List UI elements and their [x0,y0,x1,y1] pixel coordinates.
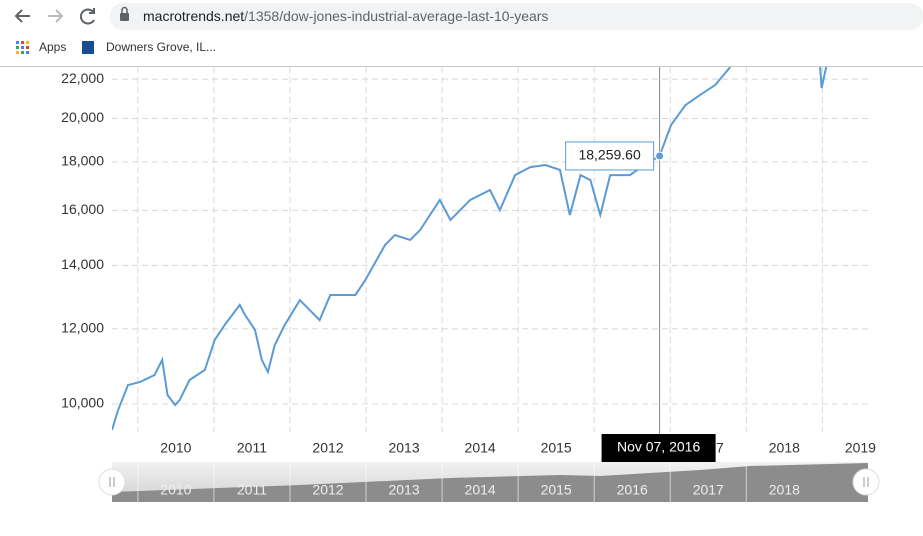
x-tick-label: 2015 [541,440,572,456]
hover-point [655,151,665,161]
y-tick-label: 22,000 [61,70,104,86]
url-path: /1358/dow-jones-industrial-average-last-… [244,8,548,24]
lock-shackle [121,6,128,13]
x-tick-label: 2014 [465,440,496,456]
navigator-handle[interactable] [98,468,126,496]
reload-button[interactable] [80,8,95,25]
navigator-label: 2011 [237,482,267,498]
y-tick-label: 12,000 [61,320,104,336]
navigator-label: 2015 [541,482,572,498]
handle-grip [863,477,869,487]
x-tick-label: 2010 [160,440,191,456]
url-domain: macrotrends.net [143,8,244,24]
bookmark-icon [82,41,94,54]
navigator-area [112,463,868,502]
y-tick-label: 14,000 [61,256,104,272]
url: macrotrends.net/1358/dow-jones-industria… [143,8,548,24]
x-tick-label: 2018 [769,440,800,456]
navigator-label: 2016 [617,482,648,498]
navigator-label: 2013 [388,482,419,498]
tooltip-value: 18,259.60 [578,147,640,163]
bookmark[interactable]: Apps [39,40,66,54]
x-tick-label: 2013 [388,440,419,456]
date-label: Nov 07, 2016 [617,439,700,455]
y-tick-label: 18,000 [61,153,104,169]
navigator-label: 2010 [160,482,191,498]
y-tick-label: 16,000 [61,201,104,217]
apps-icon [16,41,29,54]
y-tick-label: 20,000 [61,109,104,125]
y-tick-label: 10,000 [61,395,104,411]
address-bar[interactable] [110,3,923,30]
navigator-label: 2012 [312,482,343,498]
forward-button[interactable] [48,9,64,23]
tooltip-box [565,141,655,171]
back-button[interactable] [14,9,30,23]
navigator-handle[interactable] [852,468,880,496]
handle-grip [109,477,115,487]
x-tick-label: 2012 [312,440,343,456]
lock-icon [120,13,129,21]
x-tick-label: 2019 [845,440,876,456]
date-label-box [601,434,716,462]
bookmark[interactable]: Downers Grove, IL... [106,40,216,54]
x-tick-label: 2011 [237,440,267,456]
navigator-label: 2018 [769,482,800,498]
navigator-label: 2014 [465,482,496,498]
line-series [112,67,828,431]
chart: 10,000 12,000 14,000 16,000 18,000 20,000 22,0… [61,67,880,502]
navigator-label: 2017 [693,482,724,498]
